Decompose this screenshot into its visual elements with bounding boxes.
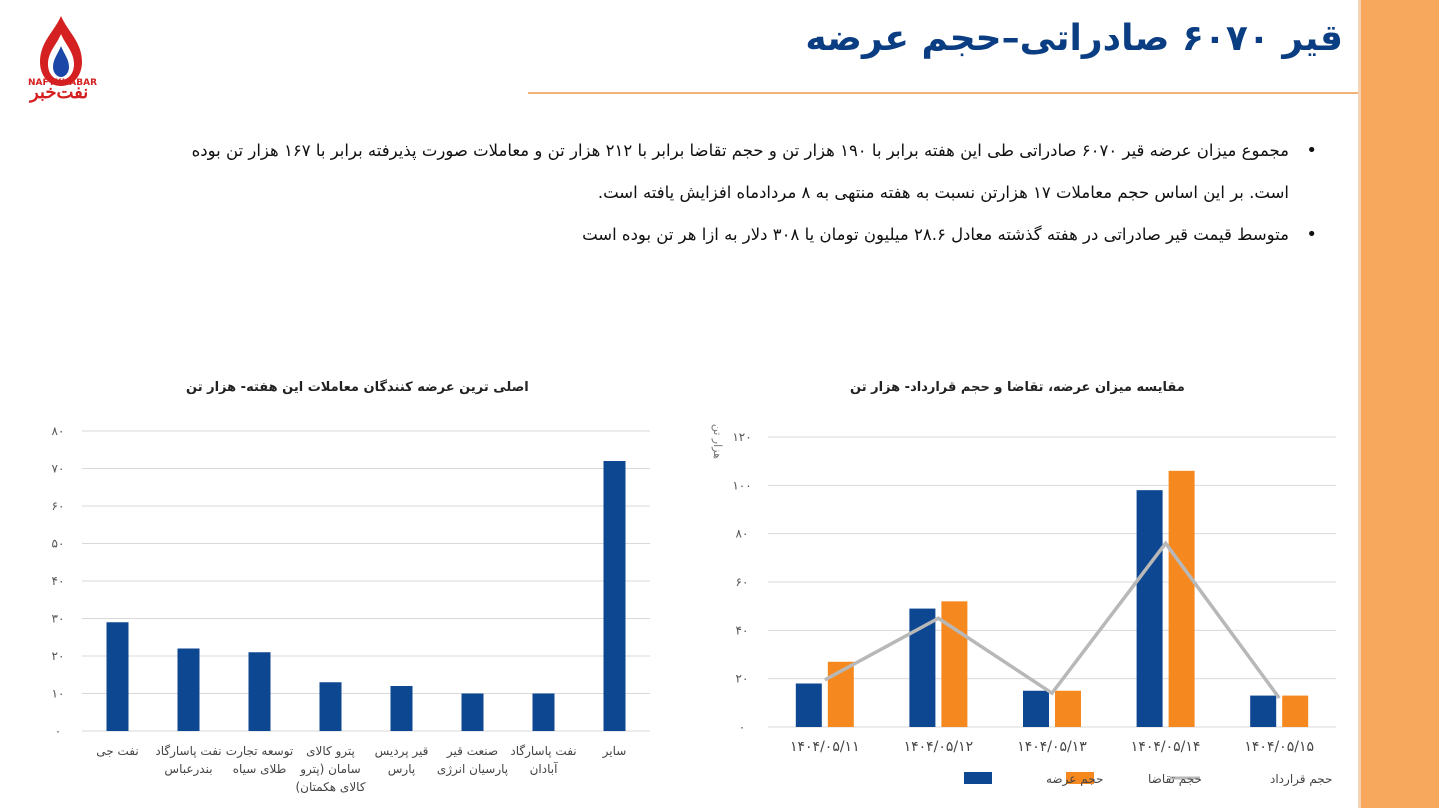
x-tick-label: ۱۴۰۴/۰۵/۱۲ [904,739,974,755]
y-tick-label: ۵۰ [52,537,65,551]
x-tick-label: آبادان [530,761,558,776]
legend-label: حجم قرارداد [1270,772,1332,787]
x-tick-label: ۱۴۰۴/۰۵/۱۳ [1017,739,1087,755]
y-axis-label: هزار تن [711,424,724,459]
bullet-list: مجموع میزان عرضه قیر ۶۰۷۰ صادراتی طی این… [147,130,1317,256]
bar-supply [1250,695,1277,727]
bar-supply [1023,690,1049,727]
y-tick-label: ۴۰ [736,623,749,637]
y-tick-label: ۸۰ [736,527,749,541]
side-band-edge [1358,0,1361,808]
x-tick-label: پارس [388,762,415,777]
x-tick-label: سامان (پترو [299,762,360,777]
y-tick-label: ۱۰ [52,687,65,701]
x-tick-label: پارسیان انرژی [437,762,508,777]
x-tick-label: کالای هکمتان) [295,780,365,794]
suppliers-bar-chart: ۰ ۱۰ ۲۰ ۳۰ ۴۰ ۵۰ ۶۰ ۷۰ ۸۰ نفت جی نفت پاسارگاد بندرع… [52,424,650,794]
y-tick-label: ۲۰ [736,672,749,686]
bar-demand [941,601,968,727]
x-tick-label: بندرعباس [164,762,212,777]
y-tick-label: ۴۰ [52,574,65,588]
y-tick-label: ۶۰ [52,499,65,513]
bar-demand [1282,695,1309,727]
bar [319,682,342,731]
y-tick-label: ۶۰ [736,575,749,589]
legend-label: حجم تقاضا [1148,772,1202,786]
y-tick-label: ۱۰۰ [732,478,751,492]
x-tick-label: سایر [602,744,627,759]
x-tick-label: صنعت قیر [446,744,498,759]
x-tick-label: نفت پاسارگاد [155,744,221,759]
bar-supply [795,683,822,727]
legend-swatch [1066,772,1094,784]
legend-swatch [964,772,992,784]
bar-demand [1168,470,1195,727]
logo-text-fa: نفت‌خبر [30,82,89,103]
title-underline [528,92,1358,94]
x-tick-label: قیر پردیس [375,744,429,759]
y-tick-label: ۸۰ [52,424,65,438]
bar [461,693,484,731]
bar-supply [1136,490,1163,727]
x-tick-label: ۱۴۰۴/۰۵/۱۴ [1131,739,1201,755]
y-tick-label: ۰ [739,720,745,734]
bar [248,652,271,731]
logo-text-en: NAFTKHABAR [28,78,98,88]
decorative-side-band [1361,0,1439,808]
x-tick-label: پترو کالای [306,744,355,759]
contract-volume-line [823,540,1281,700]
y-tick-label: ۱۲۰ [732,430,751,444]
chart1-title: اصلی ترین عرضه کنندگان معاملات این هفته-… [186,380,529,395]
bar-demand [1055,690,1081,727]
slide-title: قیر ۶۰۷۰ صادراتی–حجم عرضه [805,18,1343,59]
y-tick-label: ۰ [55,724,61,738]
bullet-item: متوسط قیمت قیر صادراتی در هفته گذشته معا… [147,214,1317,256]
bar [390,686,413,731]
x-tick-label: نفت جی [96,744,138,758]
bullet-item: مجموع میزان عرضه قیر ۶۰۷۰ صادراتی طی این… [147,130,1317,214]
x-tick-label: طلای سیاه [233,762,287,776]
x-tick-label: ۱۴۰۴/۰۵/۱۵ [1244,739,1314,755]
bar [603,461,626,731]
comparison-chart: ۰ ۲۰ ۴۰ ۶۰ ۸۰ ۱۰۰ ۱۲۰ هزار تن ۱۴۰۴/۰۵/۱۱ ۱۴۰۴/۰۵/… [711,424,1336,787]
bar [532,693,555,731]
x-tick-label: نفت پاسارگاد [510,744,576,759]
bar [106,622,129,731]
y-tick-label: ۲۰ [52,649,65,663]
y-tick-label: ۳۰ [52,612,65,626]
legend-label: حجم عرضه [1046,772,1103,787]
chart2-title: مقایسه میزان عرضه، تقاضا و حجم قرارداد- … [850,380,1185,395]
bar [177,648,200,731]
x-tick-label: توسعه تجارت [226,744,293,759]
naftkhabar-logo [40,16,82,86]
x-tick-label: ۱۴۰۴/۰۵/۱۱ [790,739,860,755]
y-tick-label: ۷۰ [52,462,65,476]
